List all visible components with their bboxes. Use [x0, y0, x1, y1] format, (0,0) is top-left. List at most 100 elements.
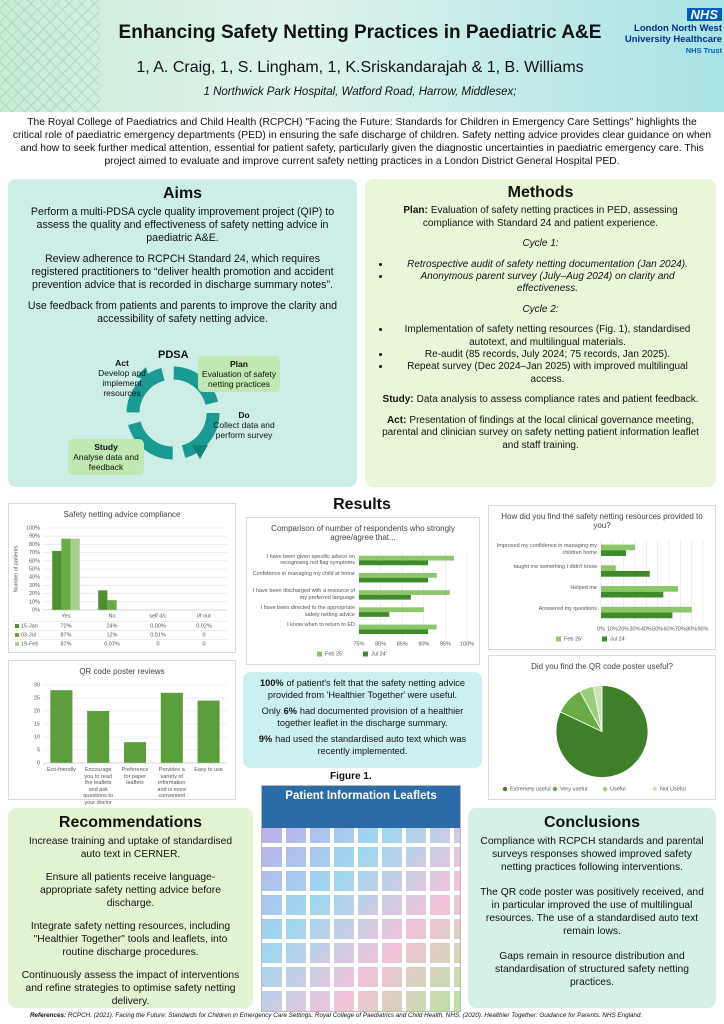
header-pattern: [0, 0, 100, 112]
logo-line: London North West: [634, 23, 722, 34]
bar: [359, 607, 424, 613]
item: Continuously assess the impact of interv…: [21, 970, 240, 1007]
bar: [359, 629, 429, 635]
heading: Methods: [507, 184, 574, 201]
legend-label: 03-Jul: [21, 632, 36, 638]
text: Evaluation of safety netting practices i…: [422, 205, 678, 229]
y-tick-label: Helped me: [570, 584, 597, 591]
chart: Extremely useful Very useful Useful Not Use…: [502, 685, 686, 792]
cycle-title: Cycle 2:: [522, 303, 559, 315]
legend-label: Useful: [610, 786, 626, 792]
bar: [601, 544, 635, 551]
cycle-ring: [126, 366, 220, 460]
paragraph: Review adherence to RCPCH Standard 24, w…: [31, 253, 334, 291]
bar: [359, 555, 455, 561]
bar: [359, 577, 429, 583]
step-text: Develop and implement resources: [98, 368, 146, 398]
y-tick-label: 60%: [29, 558, 40, 564]
x-tick-label: 0%: [597, 626, 605, 632]
step-name: Study: [94, 442, 118, 452]
label: Act:: [386, 414, 407, 426]
item: Increase training and uptake of standard…: [28, 836, 233, 860]
x-tick-label: Encourage you to read the leaflets and a…: [83, 767, 114, 806]
chart: 75% 80% 85% 90% 95% 100% Feb 25' Jul 24': [317, 552, 474, 657]
bar: [359, 612, 390, 617]
pie-slice: [592, 685, 603, 732]
x-tick-label: l/f out: [197, 613, 211, 619]
bar: [601, 550, 626, 556]
x-tick-label: 60%: [663, 626, 674, 632]
chart-title: QR code poster reviews: [79, 667, 165, 676]
text: Only: [261, 706, 281, 716]
paragraph: The QR code poster was positively receiv…: [480, 887, 704, 937]
item: Ensure all patients receive language-app…: [40, 872, 221, 909]
legend-swatch: [15, 624, 19, 628]
step-text: Collect data and perform survey: [213, 420, 275, 440]
y-tick-label: Improved my confidence in managing my ch…: [496, 543, 597, 556]
y-tick-label: 80%: [29, 542, 40, 548]
y-tick-label: Confidence in managing my child at home: [252, 570, 355, 577]
cycle-title: Cycle 1:: [522, 238, 559, 250]
x-tick-label: self d/c: [149, 613, 167, 619]
x-tick-label: 95%: [440, 641, 451, 647]
bar: [601, 586, 679, 592]
step-name: Do: [238, 410, 250, 420]
legend-label: Not Useful: [660, 786, 686, 792]
y-tick-label: 0: [37, 760, 40, 766]
legend-swatch: [15, 642, 19, 646]
cycle-list: Implementation of safety netting resourc…: [377, 324, 704, 386]
cycle-item: Implementation of safety netting resourc…: [391, 324, 704, 349]
x-tick-label: Provides a variety of information and is…: [157, 767, 187, 799]
x-tick-label: 90%: [697, 626, 708, 632]
label: References:: [30, 1012, 67, 1019]
x-tick-label: 75%: [353, 641, 364, 647]
act: Act: Presentation of findings at the loca…: [377, 415, 704, 452]
bar: [123, 742, 147, 763]
results-heading: Results: [333, 496, 391, 513]
finding: Only 6% had documented provision of a heal…: [253, 706, 472, 729]
table-value: 87%: [60, 641, 71, 647]
chart: 0% 10% 20% 30% 40% 50% 60% 70% 80% 90% 100% Number …: [13, 525, 227, 647]
pdsa-step: Do Collect data and perform survey: [206, 407, 282, 443]
y-tick-label: taught me something I didn't know: [513, 564, 597, 571]
y-tick-label: Answered my questions: [538, 605, 597, 612]
step-name: Plan: [230, 359, 248, 369]
table-value: 0: [156, 641, 159, 647]
legend-swatch: [556, 636, 561, 642]
bar: [601, 612, 673, 619]
chart-box: Extremely useful Very useful Useful Not Use…: [488, 655, 716, 800]
bar: [601, 591, 664, 598]
heading: Conclusions: [543, 814, 640, 831]
heading: Aims: [162, 185, 203, 202]
bar: [50, 690, 73, 763]
bold-text: 100%: [260, 678, 284, 688]
logo: NHS London North West University Healthc…: [618, 8, 722, 56]
chart: 0 5 10 15 20 25 30: [34, 682, 227, 766]
finding: 9% had used the standardised auto text wh…: [253, 734, 472, 757]
x-tick-label: 30%: [629, 626, 640, 632]
y-tick-label: 30: [34, 682, 40, 688]
table-value: 0.01%: [150, 632, 166, 638]
y-tick-label: I have been given specific advice on rec…: [266, 553, 355, 567]
text: of patient's felt that the safety nettin…: [267, 678, 465, 700]
bar: [52, 550, 62, 610]
legend-label: Jul 24': [371, 651, 387, 657]
text: Presentation of findings at the local cl…: [382, 414, 699, 451]
pdsa-step: Act Develop and implement resources: [80, 355, 164, 401]
references: References: RCPCH. (2021). Facing the Fu…: [30, 1012, 720, 1019]
bar: [160, 692, 183, 763]
authors: 1, A. Craig, 1, S. Lingham, 1, K.Sriskan…: [136, 59, 584, 76]
y-tick-label: 20: [34, 708, 40, 714]
step-text: Analyse data and feedback: [73, 452, 139, 472]
legend-label: Extremely useful: [510, 786, 551, 792]
legend-swatch: [502, 786, 508, 792]
paragraph: Gaps remain in resource distribution and…: [494, 951, 690, 988]
legend-label: Jul 24': [610, 636, 626, 642]
x-tick-label: 40%: [641, 626, 652, 632]
heading: Recommendations: [58, 814, 203, 831]
chart-box: 0 5 10 15 20 25 30 QR code poster reviews Eco-fr…: [8, 660, 236, 806]
y-tick-label: 40%: [29, 575, 40, 581]
legend-label: Feb 25': [564, 636, 582, 642]
x-tick-label: 85%: [397, 641, 408, 647]
